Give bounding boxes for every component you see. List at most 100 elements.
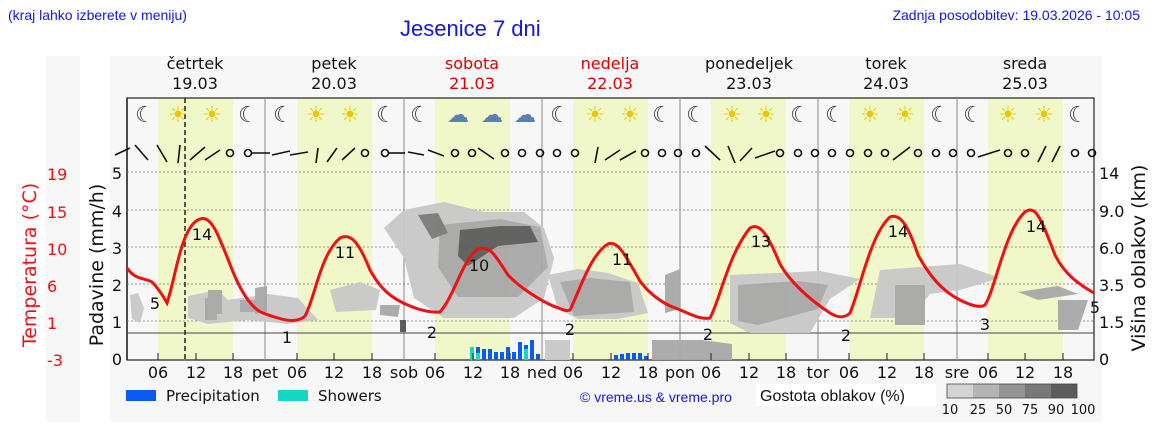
svg-text:12: 12 xyxy=(739,363,759,382)
precip-axis-label: Padavine (mm/h) xyxy=(86,184,108,347)
temp-tick: 10 xyxy=(47,240,67,259)
svg-text:2: 2 xyxy=(703,325,713,344)
day-name: torek xyxy=(865,54,907,73)
sun-cloud-icon: ☀ xyxy=(585,103,605,128)
sun-cloud-icon: ☀ xyxy=(998,103,1018,128)
svg-text:18: 18 xyxy=(500,363,520,382)
day-name: četrtek xyxy=(167,54,225,73)
moon-cloud-icon: ☾ xyxy=(1068,103,1088,128)
moon-cloud-icon: ☾ xyxy=(825,103,845,128)
sun-cloud-icon: ☀ xyxy=(202,103,222,128)
svg-text:2: 2 xyxy=(565,320,575,339)
sun-cloud-icon: ☀ xyxy=(722,103,742,128)
svg-text:12: 12 xyxy=(324,363,344,382)
svg-text:14: 14 xyxy=(1099,164,1119,183)
sun-cloud-icon: ☀ xyxy=(1034,103,1054,128)
svg-text:3: 3 xyxy=(980,315,990,334)
svg-text:3: 3 xyxy=(112,239,122,258)
svg-text:13: 13 xyxy=(751,232,771,251)
day-date: 20.03 xyxy=(311,74,357,93)
svg-text:25: 25 xyxy=(970,403,987,418)
svg-text:18: 18 xyxy=(223,363,243,382)
precip-legend-label: Precipitation xyxy=(166,387,260,405)
showers-legend-label: Showers xyxy=(318,387,382,405)
svg-text:10: 10 xyxy=(942,403,959,418)
rain-cloud-icon: ☁ xyxy=(481,103,503,128)
day-date: 19.03 xyxy=(172,74,218,93)
sun-cloud-icon: ☀ xyxy=(340,103,360,128)
svg-text:18: 18 xyxy=(362,363,382,382)
wind-barbs xyxy=(114,144,1097,164)
credit-link: © vreme.us & vreme.pro xyxy=(580,389,732,405)
svg-text:18: 18 xyxy=(1053,363,1073,382)
moon-cloud-icon: ☾ xyxy=(135,103,155,128)
svg-text:4: 4 xyxy=(112,202,122,221)
svg-text:06: 06 xyxy=(148,363,168,382)
svg-text:06: 06 xyxy=(563,363,583,382)
svg-text:9.0: 9.0 xyxy=(1099,202,1124,221)
moon-fog-icon: ☾ xyxy=(652,103,672,128)
day-date: 23.03 xyxy=(726,74,772,93)
svg-text:5: 5 xyxy=(1090,298,1100,317)
daylight-bands xyxy=(158,98,1063,360)
rain-cloud-icon: ☁ xyxy=(447,103,469,128)
moon-cloud-icon: ☾ xyxy=(273,103,293,128)
svg-text:18: 18 xyxy=(776,363,796,382)
precipitation-bars xyxy=(470,340,648,360)
svg-text:0: 0 xyxy=(112,350,122,369)
svg-text:3.5: 3.5 xyxy=(1099,276,1124,295)
temp-annotations: 5 14 1 11 2 10 2 11 2 13 2 14 3 14 5 xyxy=(150,217,1100,347)
precip-swatch xyxy=(126,390,156,401)
region-select-hint[interactable]: (kraj lahko izberete v meniju) xyxy=(8,7,187,23)
svg-text:tor: tor xyxy=(807,363,830,382)
moon-cloud-icon: ☾ xyxy=(790,103,810,128)
page-title: Jesenice 7 dni xyxy=(400,16,541,41)
day-name: petek xyxy=(311,54,357,73)
svg-text:06: 06 xyxy=(425,363,445,382)
day-name: sobota xyxy=(445,54,499,73)
svg-text:5: 5 xyxy=(112,164,122,183)
day-date: 21.03 xyxy=(449,74,495,93)
day-headers: četrtek 19.03 petek 20.03 sobota 21.03 n… xyxy=(167,54,1048,93)
svg-text:14: 14 xyxy=(888,222,908,241)
svg-text:12: 12 xyxy=(1015,363,1035,382)
svg-text:0: 0 xyxy=(1099,350,1109,369)
precip-axis: 0 1 2 3 4 5 xyxy=(112,164,122,369)
svg-text:pet: pet xyxy=(252,363,278,382)
last-update: Zadnja posodobitev: 19.03.2026 - 10:05 xyxy=(892,7,1140,23)
svg-text:5: 5 xyxy=(150,294,160,313)
svg-text:1: 1 xyxy=(282,328,292,347)
svg-text:12: 12 xyxy=(601,363,621,382)
temp-axis-label: Temperatura (°C) xyxy=(19,183,41,348)
moon-cloud-icon: ☾ xyxy=(238,103,258,128)
svg-text:90: 90 xyxy=(1048,403,1065,418)
svg-text:12: 12 xyxy=(463,363,483,382)
temp-tick: -3 xyxy=(47,351,63,370)
sun-rain-icon: ☀ xyxy=(620,103,640,128)
day-date: 24.03 xyxy=(863,74,909,93)
temp-axis: 19 15 10 6 1 -3 xyxy=(47,165,67,370)
sun-cloud-icon: ☀ xyxy=(895,103,915,128)
svg-text:2: 2 xyxy=(841,326,851,345)
day-name: sreda xyxy=(1003,54,1047,73)
rain-cloud-icon: ☁ xyxy=(514,103,536,128)
day-date: 25.03 xyxy=(1002,74,1048,93)
svg-text:50: 50 xyxy=(996,403,1013,418)
sun-cloud-icon: ☀ xyxy=(756,103,776,128)
svg-text:11: 11 xyxy=(335,243,355,262)
sun-cloud-icon: ☀ xyxy=(306,103,326,128)
svg-text:sob: sob xyxy=(390,363,418,382)
temp-tick: 15 xyxy=(47,203,67,222)
moon-cloud-icon: ☾ xyxy=(550,103,570,128)
showers-swatch xyxy=(278,390,308,401)
moon-fog-icon: ☾ xyxy=(686,103,706,128)
svg-text:06: 06 xyxy=(701,363,721,382)
moon-fog-icon: ☾ xyxy=(410,103,430,128)
svg-text:06: 06 xyxy=(978,363,998,382)
temp-tick: 1 xyxy=(47,314,57,333)
svg-text:2: 2 xyxy=(112,276,122,295)
day-name: nedelja xyxy=(581,54,640,73)
moon-cloud-icon: ☾ xyxy=(963,103,983,128)
svg-text:2: 2 xyxy=(427,323,437,342)
temp-axis-panel xyxy=(46,56,80,422)
